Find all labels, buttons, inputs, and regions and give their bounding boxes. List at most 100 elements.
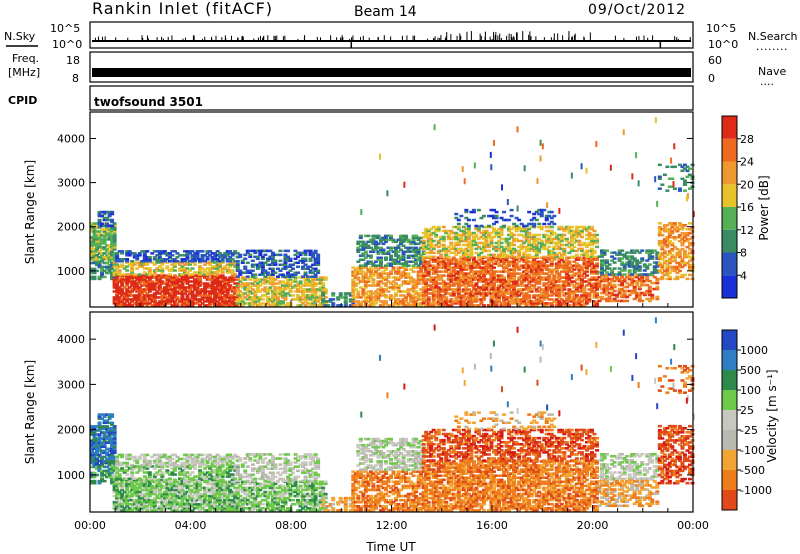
power-cell	[426, 284, 431, 287]
power-cell	[532, 241, 537, 245]
power-cell	[489, 225, 494, 229]
power-cell	[177, 267, 182, 270]
power-cell	[464, 258, 469, 261]
power-cell	[524, 245, 529, 249]
power-cell	[150, 288, 155, 291]
power-cell	[459, 264, 464, 267]
power-cell	[539, 210, 544, 214]
power-cell	[115, 302, 120, 305]
power-cell	[512, 300, 517, 303]
power-cell	[429, 249, 434, 253]
power-cell	[507, 218, 512, 222]
power-cell	[489, 270, 494, 273]
power-cell	[187, 290, 192, 293]
power-cell	[378, 250, 383, 254]
power-cell	[446, 249, 451, 253]
power-cell	[454, 235, 459, 239]
power-cell	[409, 280, 414, 283]
power-cell	[265, 257, 270, 261]
power-cell	[288, 269, 293, 272]
power-cell	[155, 267, 160, 270]
power-cell	[182, 304, 187, 307]
power-cell	[645, 291, 650, 295]
power-cell	[595, 256, 600, 259]
power-cell	[544, 286, 549, 289]
power-cell	[537, 264, 542, 267]
power-cell	[620, 273, 625, 277]
power-cell	[489, 284, 494, 287]
power-cell	[293, 261, 298, 265]
power-cell	[419, 274, 424, 277]
power-cell	[489, 276, 494, 279]
power-cell	[446, 272, 451, 275]
power-cell	[564, 258, 569, 261]
power-cell	[160, 300, 165, 303]
power-cell	[288, 265, 293, 269]
power-cell	[479, 256, 484, 259]
power-cell	[115, 273, 120, 276]
power-cell	[391, 268, 396, 271]
power-cell	[376, 246, 381, 250]
power-cell	[223, 267, 228, 270]
power-cell	[376, 284, 381, 287]
power-cell	[147, 256, 152, 259]
power-cell	[431, 247, 436, 251]
power-cell	[102, 232, 107, 235]
power-cell	[351, 296, 356, 299]
power-cell	[459, 237, 464, 241]
power-cell	[142, 261, 147, 264]
power-cell	[268, 257, 273, 261]
power-cell	[426, 264, 431, 267]
power-cell	[461, 253, 466, 257]
power-cell	[187, 288, 192, 291]
power-cell	[687, 237, 692, 241]
power-cell	[509, 268, 514, 271]
power-cell	[250, 249, 255, 253]
power-cell	[356, 246, 361, 250]
power-cell	[288, 278, 293, 281]
power-cell	[507, 260, 512, 263]
power-cell	[394, 302, 399, 305]
power-cell	[293, 273, 298, 276]
power-cell	[602, 249, 607, 252]
power-cell	[469, 264, 474, 267]
power-cell	[499, 260, 504, 263]
power-cell	[426, 247, 431, 251]
power-cell	[512, 294, 517, 297]
power-cell	[366, 246, 371, 250]
power-cell	[373, 290, 378, 293]
power-cell	[160, 252, 165, 255]
power-cell	[208, 298, 213, 301]
power-cell	[436, 262, 441, 265]
power-cell	[637, 277, 642, 281]
power-cell	[253, 298, 258, 301]
power-cell	[233, 252, 238, 255]
power-cell	[509, 251, 514, 255]
power-cell	[255, 298, 260, 301]
power-cell	[223, 300, 228, 303]
power-cell	[230, 302, 235, 305]
power-cell	[253, 294, 258, 297]
power-cell	[474, 288, 479, 291]
power-cell	[587, 231, 592, 235]
power-cell	[391, 258, 396, 261]
power-cell	[115, 280, 120, 283]
power-cell	[175, 298, 180, 301]
power-cell	[386, 290, 391, 293]
power-cell	[416, 264, 421, 267]
power-cell	[110, 224, 115, 228]
power-cell	[522, 298, 527, 301]
power-cell	[582, 296, 587, 299]
power-cell	[125, 252, 130, 255]
power-cell	[584, 300, 589, 303]
power-cell	[243, 302, 248, 305]
nsky-frame	[89, 21, 694, 49]
power-cell	[381, 292, 386, 295]
power-heatmap	[90, 117, 695, 307]
power-cell	[117, 271, 122, 274]
power-cell	[672, 269, 677, 273]
power-cell	[193, 298, 198, 301]
power-cell	[534, 243, 539, 247]
power-cell	[253, 255, 258, 259]
